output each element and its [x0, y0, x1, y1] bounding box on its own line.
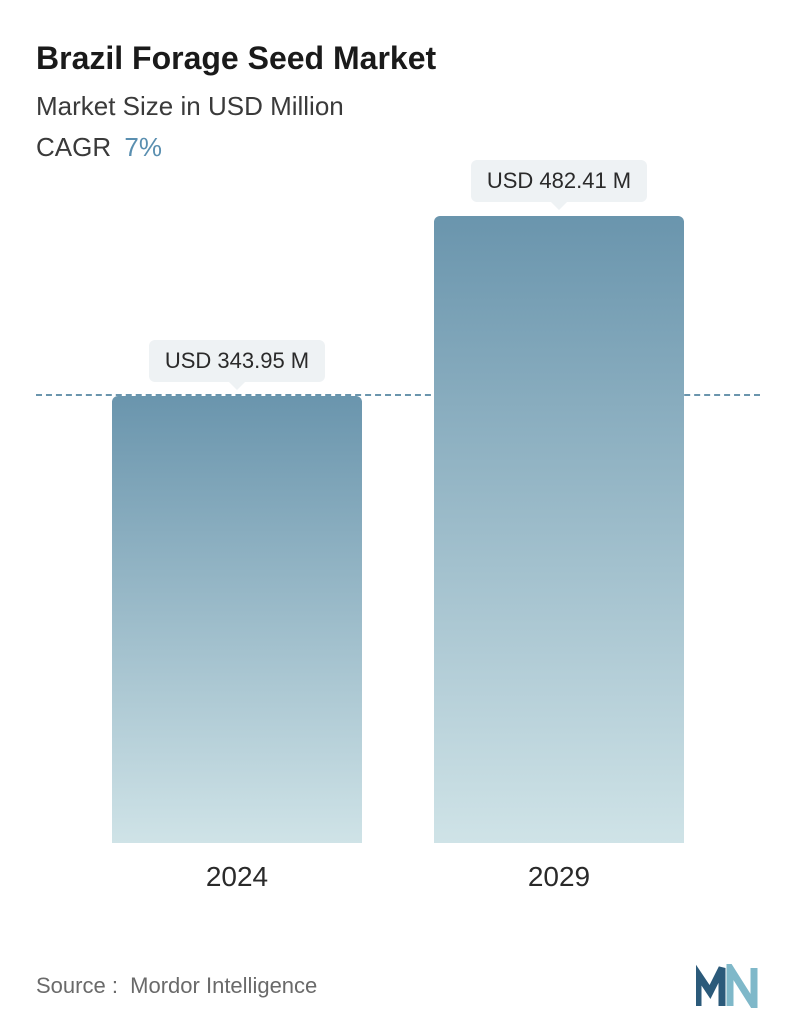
value-badge: USD 343.95 M: [149, 340, 325, 382]
cagr-line: CAGR 7%: [36, 132, 760, 163]
cagr-value: 7%: [124, 132, 162, 162]
bar: [434, 216, 684, 843]
bars-container: USD 343.95 MUSD 482.41 M: [36, 193, 760, 843]
bar: [112, 396, 362, 843]
cagr-label: CAGR: [36, 132, 111, 162]
chart-area: USD 343.95 MUSD 482.41 M 2024 2029: [36, 193, 760, 893]
x-axis-label: 2024: [112, 861, 362, 893]
chart-footer: Source : Mordor Intelligence: [36, 964, 760, 1008]
mn-logo-icon: [696, 964, 760, 1008]
x-axis-label: 2029: [434, 861, 684, 893]
x-axis-labels: 2024 2029: [36, 861, 760, 893]
source-label: Source :: [36, 973, 118, 998]
chart-subtitle: Market Size in USD Million: [36, 91, 760, 122]
source-name: Mordor Intelligence: [130, 973, 317, 998]
bar-group: USD 343.95 M: [112, 340, 362, 843]
value-badge: USD 482.41 M: [471, 160, 647, 202]
bar-group: USD 482.41 M: [434, 160, 684, 843]
source-text: Source : Mordor Intelligence: [36, 973, 317, 999]
chart-title: Brazil Forage Seed Market: [36, 40, 760, 77]
